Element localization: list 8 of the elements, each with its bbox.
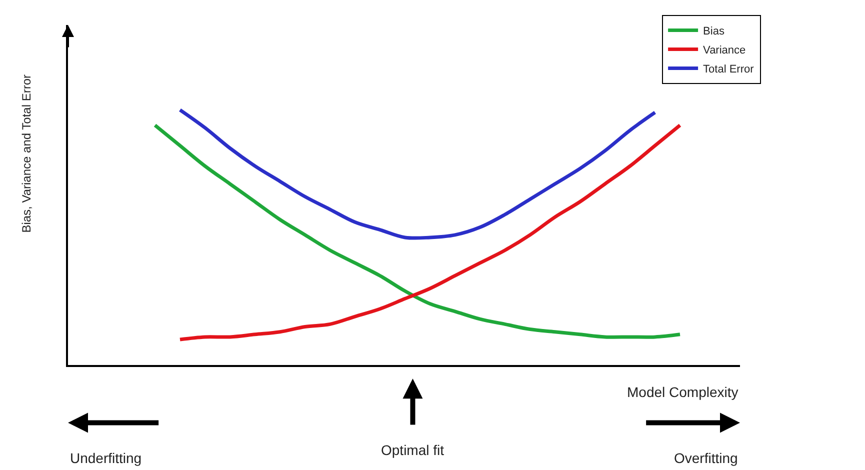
legend-label: Variance xyxy=(703,44,746,57)
x-axis-title: Model Complexity xyxy=(627,384,738,400)
text: Overfitting xyxy=(674,450,738,466)
text: Optimal fit xyxy=(381,442,444,458)
legend-label: Total Error xyxy=(703,64,754,76)
text: Underfitting xyxy=(70,450,142,466)
y-axis-title: Bias, Variance and Total Error xyxy=(19,74,34,233)
legend-label: Bias xyxy=(703,26,725,38)
